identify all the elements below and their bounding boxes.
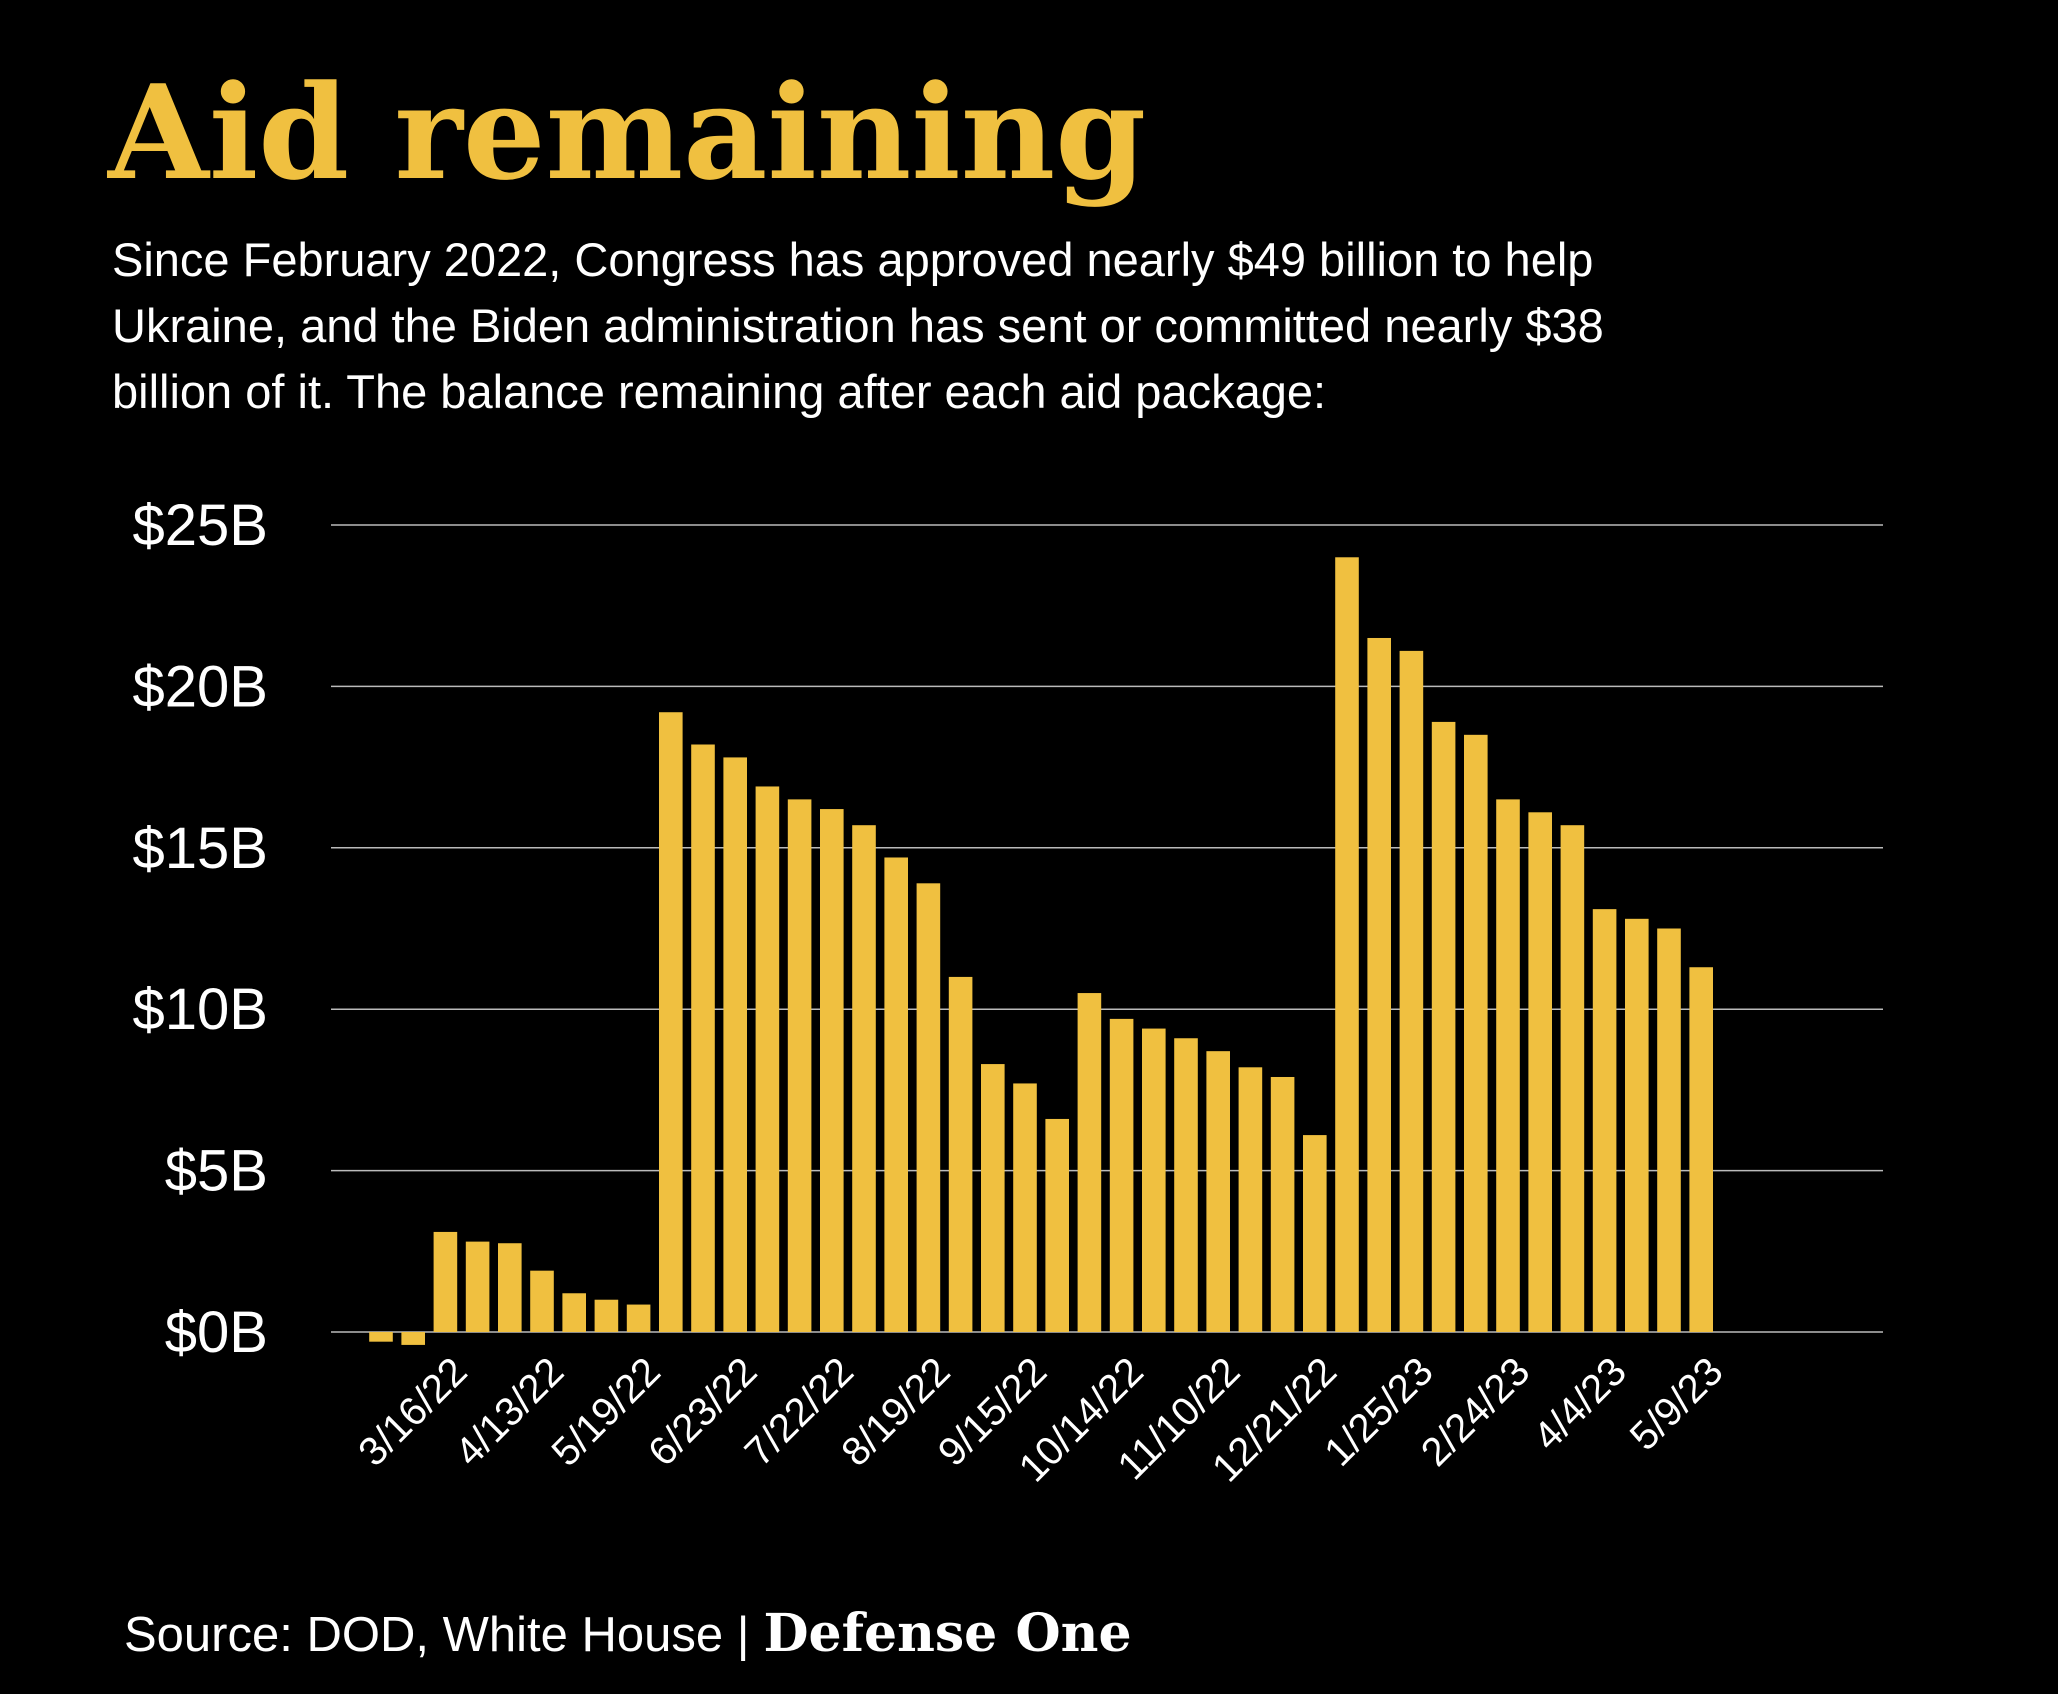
bar <box>1625 918 1649 1332</box>
y-tick-label: $5B <box>165 1139 268 1204</box>
y-tick-label: $10B <box>133 977 268 1042</box>
bar <box>594 1299 619 1332</box>
bar <box>1303 1135 1327 1332</box>
y-tick-label: $0B <box>165 1300 268 1365</box>
source: Source: DOD, White House | Defense One <box>124 1603 1132 1664</box>
x-tick-label: 5/19/22 <box>543 1349 668 1474</box>
bar <box>530 1270 554 1332</box>
bar <box>1206 1051 1230 1332</box>
subtitle: Since February 2022, Congress has approv… <box>112 233 1593 286</box>
bar <box>916 883 941 1332</box>
bar <box>852 825 876 1332</box>
bar <box>465 1241 490 1332</box>
x-tick-label: 2/24/23 <box>1413 1349 1538 1474</box>
x-tick-label: 3/16/22 <box>350 1349 475 1474</box>
x-tick-label: 6/23/22 <box>640 1349 765 1474</box>
x-tick-label: 8/19/22 <box>833 1349 958 1474</box>
y-tick-label: $15B <box>133 816 268 881</box>
bar <box>1174 1038 1198 1332</box>
x-tick-label: 1/25/23 <box>1316 1349 1441 1474</box>
y-tick-label: $20B <box>133 654 268 719</box>
x-tick-label: 7/22/22 <box>737 1349 862 1474</box>
bar <box>1367 637 1391 1332</box>
subtitle: Ukraine, and the Biden administration ha… <box>112 299 1604 352</box>
bar <box>1496 799 1520 1332</box>
x-tick-label: 4/4/23 <box>1525 1349 1635 1459</box>
bar <box>369 1332 393 1342</box>
bar <box>1431 721 1456 1332</box>
x-tick-label: 5/9/23 <box>1622 1349 1732 1459</box>
bar <box>1045 1118 1069 1332</box>
bar <box>1335 557 1359 1332</box>
bar <box>1142 1028 1166 1332</box>
brand: Defense One <box>763 1603 1131 1664</box>
bar <box>948 976 973 1332</box>
bar <box>1464 734 1488 1332</box>
bar <box>401 1332 425 1345</box>
bar <box>1657 928 1681 1332</box>
bar <box>1077 993 1102 1332</box>
bar <box>562 1293 586 1332</box>
bar <box>1592 909 1617 1332</box>
bar <box>723 757 747 1332</box>
bar <box>1238 1067 1263 1332</box>
bar <box>1270 1076 1295 1332</box>
bar <box>1399 650 1424 1332</box>
bar <box>787 799 812 1332</box>
y-tick-label: $25B <box>133 493 268 558</box>
bar <box>1689 967 1713 1332</box>
bar <box>884 857 908 1332</box>
bar <box>691 744 715 1332</box>
bar <box>1013 1083 1037 1332</box>
bar <box>498 1243 522 1332</box>
source-text: Source: DOD, White House | <box>124 1608 749 1662</box>
subtitle: billion of it. The balance remaining aft… <box>112 365 1326 418</box>
x-tick-label: 4/13/22 <box>447 1349 572 1474</box>
bar <box>820 809 844 1332</box>
bar <box>433 1231 458 1332</box>
bar <box>1560 825 1585 1332</box>
bar <box>626 1304 651 1332</box>
bar <box>981 1064 1005 1332</box>
bar <box>659 712 683 1332</box>
bar <box>1109 1018 1134 1332</box>
bar <box>1528 812 1552 1332</box>
chart-title: Aid remaining <box>106 56 1146 209</box>
bar <box>755 786 780 1332</box>
